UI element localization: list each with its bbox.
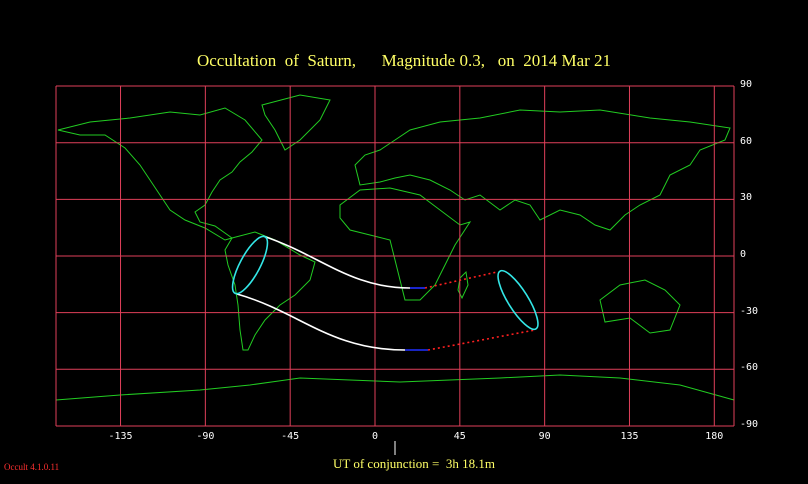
eurasia	[354, 109, 731, 231]
north-limit-line	[262, 235, 411, 289]
reappearance-ellipse	[497, 269, 539, 331]
lat-label: -60	[740, 362, 759, 374]
lon-label: 180	[705, 431, 724, 442]
north-america	[57, 107, 263, 241]
north-daylight-segment	[424, 271, 498, 289]
madagascar	[457, 270, 469, 300]
grid	[55, 85, 735, 427]
lat-label: 90	[740, 79, 753, 91]
antarctica	[55, 374, 735, 401]
south-america	[224, 231, 316, 351]
disappearance-ellipse	[231, 235, 269, 295]
map-title: Occultation of Saturn, Magnitude 0.3, on…	[0, 51, 808, 71]
lon-label: -90	[196, 431, 215, 442]
australia	[599, 279, 681, 334]
occultation-path	[231, 235, 539, 351]
lon-label: -135	[108, 431, 133, 442]
lat-label: 0	[740, 249, 747, 260]
lat-label: -90	[740, 418, 759, 430]
title-date: on 2014 Mar 21	[497, 51, 612, 70]
title-magnitude: Magnitude 0.3,	[381, 51, 485, 70]
coastlines	[55, 94, 735, 401]
lat-label: 30	[740, 192, 753, 204]
title-object: Occultation of Saturn,	[196, 51, 357, 70]
lon-label: -45	[281, 431, 300, 442]
lon-label: 45	[453, 431, 466, 442]
lat-label: 60	[740, 135, 753, 147]
africa	[339, 187, 472, 301]
lon-label: 90	[538, 431, 551, 442]
lat-label: -30	[740, 305, 759, 317]
software-version: Occult 4.1.0.11	[4, 462, 60, 472]
lon-label: 0	[371, 431, 379, 442]
lon-label: 135	[620, 431, 639, 442]
conjunction-time: UT of conjunction = 3h 18.1m	[333, 456, 495, 471]
greenland	[261, 94, 331, 151]
south-limit-line	[236, 293, 406, 351]
south-daylight-segment	[427, 329, 536, 351]
